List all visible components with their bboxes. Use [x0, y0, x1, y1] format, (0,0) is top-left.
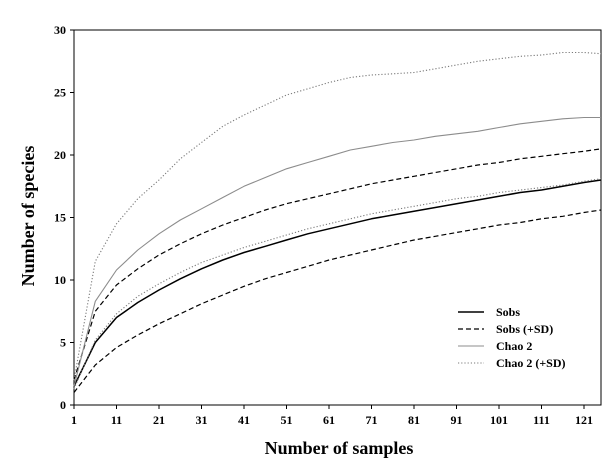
legend-label-2: Chao 2 [496, 339, 532, 353]
x-tick-label: 21 [153, 413, 165, 427]
x-tick-label: 11 [111, 413, 122, 427]
x-tick-label: 101 [490, 413, 508, 427]
x-axis: 1 11 21 31 41 51 61 71 81 91 101 111 121 [71, 405, 593, 427]
y-tick-label: 10 [54, 273, 66, 287]
legend-label-0: Sobs [496, 305, 520, 319]
x-tick-label: 71 [366, 413, 378, 427]
y-tick-label: 0 [60, 398, 66, 412]
series-line-1 [73, 148, 602, 381]
x-tick-label: 51 [281, 413, 293, 427]
y-axis: 0 5 10 15 20 25 30 [54, 23, 74, 412]
legend-label-1: Sobs (+SD) [496, 322, 553, 336]
x-tick-label: 31 [196, 413, 208, 427]
x-tick-label: 91 [451, 413, 463, 427]
series-line-3 [73, 116, 601, 387]
x-tick-label: 41 [238, 413, 250, 427]
y-tick-label: 15 [54, 211, 66, 225]
y-tick-label: 5 [60, 336, 66, 350]
y-axis-title: Number of species [18, 146, 38, 287]
legend-label-3: Chao 2 (+SD) [496, 356, 566, 370]
series-layer [73, 51, 602, 393]
x-tick-label: 111 [533, 413, 550, 427]
legend: Sobs Sobs (+SD) Chao 2 Chao 2 (+SD) [458, 305, 566, 370]
x-tick-label: 81 [408, 413, 420, 427]
x-tick-label: 1 [71, 413, 77, 427]
y-tick-label: 30 [54, 23, 66, 37]
x-tick-label: 121 [575, 413, 593, 427]
x-axis-title: Number of samples [265, 438, 414, 458]
y-tick-label: 25 [54, 86, 66, 100]
series-line-0 [73, 179, 602, 387]
y-tick-label: 20 [54, 148, 66, 162]
series-line-2 [73, 209, 602, 393]
x-tick-label: 61 [323, 413, 335, 427]
